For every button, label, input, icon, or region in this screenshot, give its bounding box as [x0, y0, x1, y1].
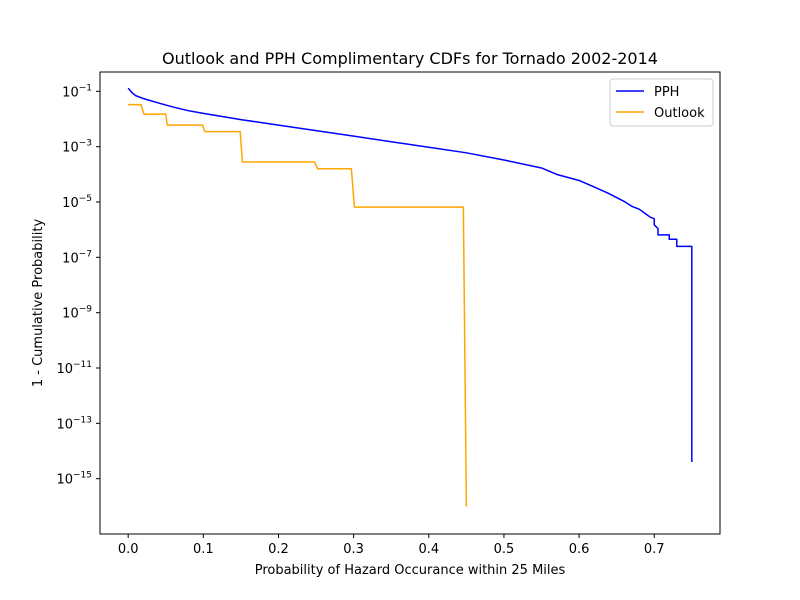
y-tick-label: 10−13: [56, 415, 92, 432]
y-tick-label: 10−11: [56, 360, 92, 377]
y-tick-label: 10−3: [62, 139, 92, 156]
x-tick-label: 0.2: [268, 542, 289, 557]
series-line-pph: [127, 87, 693, 463]
y-tick-label: 10−1: [62, 83, 92, 100]
y-tick-label: 10−9: [62, 305, 92, 322]
x-tick-label: 0.3: [343, 542, 364, 557]
x-tick-label: 0.0: [118, 542, 139, 557]
plot-lines: [127, 87, 693, 507]
y-tick-label: 10−7: [62, 249, 92, 266]
x-axis-label: Probability of Hazard Occurance within 2…: [255, 563, 566, 578]
x-tick-label: 0.7: [644, 542, 665, 557]
x-tick-label: 0.4: [418, 542, 439, 557]
y-tick-label: 10−15: [56, 471, 92, 488]
y-axis-ticks: 10−1 10−3 10−5 10−7 10−9 10−11 10−13 10−15: [56, 83, 100, 488]
chart-title: Outlook and PPH Complimentary CDFs for T…: [162, 49, 658, 68]
y-axis-label: 1 - Cumulative Probability: [31, 219, 46, 388]
legend: PPH Outlook: [609, 78, 714, 127]
legend-label-outlook: Outlook: [654, 106, 705, 121]
plot-frame: [99, 71, 721, 535]
legend-label-pph: PPH: [654, 85, 679, 100]
y-tick-label: 10−5: [62, 194, 92, 211]
x-tick-label: 0.6: [569, 542, 590, 557]
x-tick-label: 0.5: [494, 542, 515, 557]
x-axis-ticks: 0.0 0.1 0.2 0.3 0.4 0.5 0.6 0.7: [118, 534, 665, 557]
series-line-outlook: [128, 103, 468, 507]
x-tick-label: 0.1: [193, 542, 214, 557]
